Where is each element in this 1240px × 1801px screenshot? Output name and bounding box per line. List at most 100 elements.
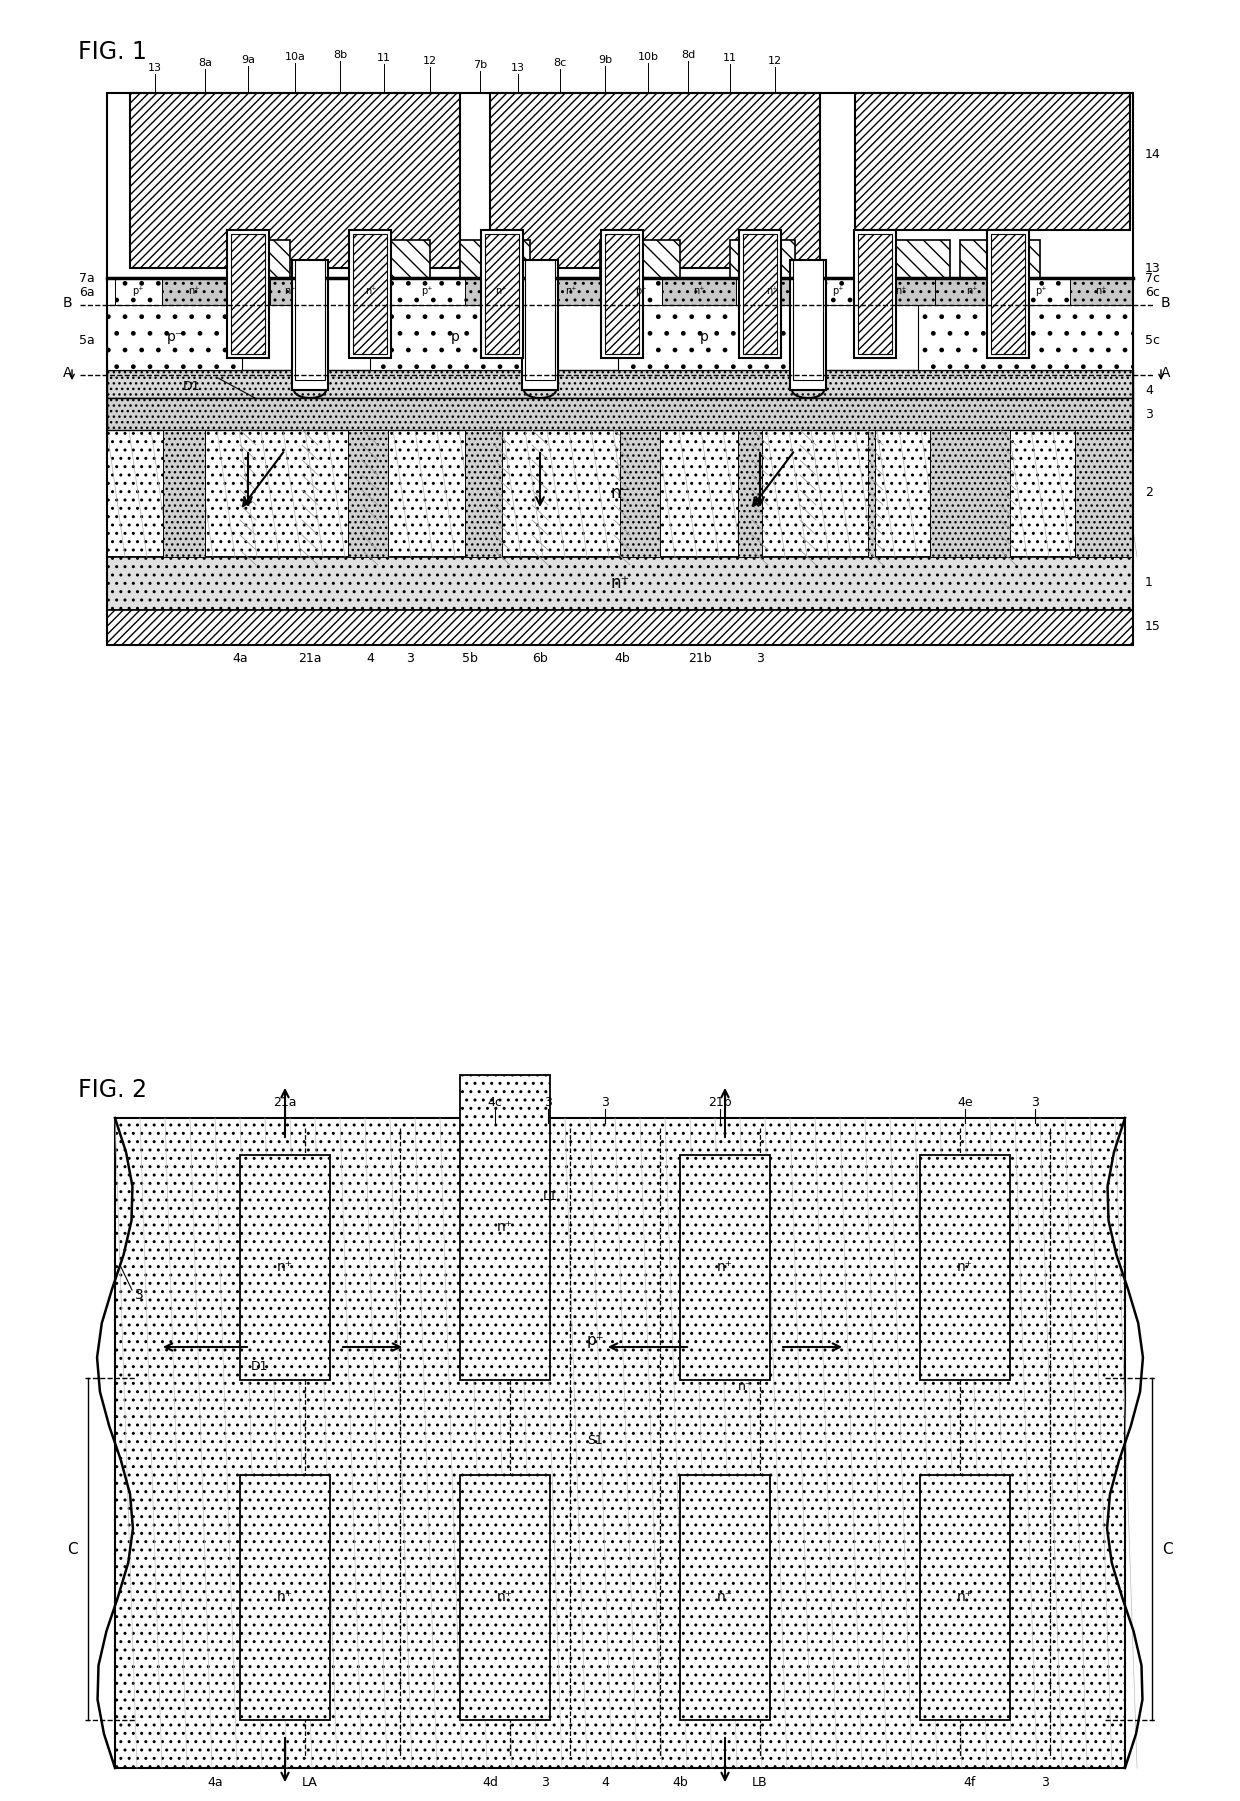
Text: 2: 2 xyxy=(1145,486,1153,499)
Bar xyxy=(620,277,662,304)
Text: FIG. 2: FIG. 2 xyxy=(78,1079,148,1102)
Bar xyxy=(115,1118,1125,1769)
Bar xyxy=(858,234,892,355)
Bar xyxy=(738,430,763,557)
Text: 4: 4 xyxy=(601,1776,609,1788)
Bar xyxy=(987,231,1029,358)
Text: 3: 3 xyxy=(405,652,414,665)
Text: 3: 3 xyxy=(601,1097,609,1109)
Bar xyxy=(350,240,430,277)
Text: B: B xyxy=(62,295,72,310)
Text: 8c: 8c xyxy=(553,58,567,68)
Bar xyxy=(270,277,310,304)
Text: 8d: 8d xyxy=(681,50,696,59)
Bar xyxy=(605,234,639,355)
Text: n⁺: n⁺ xyxy=(693,286,704,295)
Text: 15: 15 xyxy=(1145,621,1161,634)
Text: C: C xyxy=(67,1542,78,1556)
Bar xyxy=(348,430,388,557)
Text: 3: 3 xyxy=(541,1776,549,1788)
Text: p⁺: p⁺ xyxy=(133,286,144,295)
Bar xyxy=(935,277,1011,304)
Bar xyxy=(162,430,205,557)
Text: p⁻: p⁻ xyxy=(167,330,184,344)
Text: 1: 1 xyxy=(1145,576,1153,589)
Bar xyxy=(930,430,1011,557)
Text: 8a: 8a xyxy=(198,58,212,68)
Text: n⁻: n⁻ xyxy=(717,1590,733,1605)
Text: 4c: 4c xyxy=(487,1097,502,1109)
Text: 6b: 6b xyxy=(532,652,548,665)
Text: FIG. 1: FIG. 1 xyxy=(78,40,146,65)
Text: 3: 3 xyxy=(756,652,764,665)
Bar xyxy=(920,1475,1011,1720)
Text: A: A xyxy=(62,366,72,380)
Bar xyxy=(241,1154,330,1380)
Bar xyxy=(856,94,1130,231)
Text: p⁺: p⁺ xyxy=(832,286,843,295)
Bar xyxy=(107,304,242,369)
Bar xyxy=(794,259,823,380)
Bar xyxy=(460,1475,551,1720)
Bar xyxy=(920,1154,1011,1380)
Bar xyxy=(348,231,391,358)
Text: 14: 14 xyxy=(1145,148,1161,162)
Bar xyxy=(1075,430,1133,557)
Text: 3: 3 xyxy=(1042,1776,1049,1788)
Text: S1: S1 xyxy=(587,1434,603,1446)
Bar xyxy=(107,557,1133,611)
Bar xyxy=(1070,277,1133,304)
Text: 21b: 21b xyxy=(688,652,712,665)
Text: 4: 4 xyxy=(1145,384,1153,396)
Bar xyxy=(352,277,391,304)
Bar xyxy=(620,430,660,557)
Bar xyxy=(391,277,465,304)
Bar xyxy=(868,430,875,557)
Bar xyxy=(730,240,795,277)
Text: n⁻: n⁻ xyxy=(610,484,630,502)
Text: D1: D1 xyxy=(184,380,201,393)
Bar xyxy=(525,259,556,380)
Text: 4e: 4e xyxy=(957,1097,973,1109)
Bar xyxy=(291,259,329,391)
Text: 9a: 9a xyxy=(241,56,255,65)
Bar xyxy=(790,259,826,391)
Text: n⁺: n⁺ xyxy=(565,286,577,295)
Text: n⁺: n⁺ xyxy=(277,1590,293,1605)
Bar xyxy=(868,277,935,304)
Bar xyxy=(991,234,1025,355)
Bar xyxy=(618,304,790,369)
Bar xyxy=(490,94,820,268)
Bar xyxy=(485,234,520,355)
Bar xyxy=(662,277,737,304)
Text: n⁺: n⁺ xyxy=(766,286,777,295)
Text: 4b: 4b xyxy=(614,652,630,665)
Text: n⁺: n⁺ xyxy=(188,286,200,295)
Text: p⁺: p⁺ xyxy=(635,286,647,295)
Bar xyxy=(481,231,523,358)
Text: 21a: 21a xyxy=(273,1097,296,1109)
Text: A: A xyxy=(1161,366,1171,380)
Text: L1: L1 xyxy=(543,1190,558,1203)
Bar xyxy=(107,398,1133,430)
Text: LA: LA xyxy=(303,1776,317,1788)
Text: 7b: 7b xyxy=(472,59,487,70)
Text: p⁺: p⁺ xyxy=(1035,286,1047,295)
Bar xyxy=(960,240,1040,277)
Bar xyxy=(370,304,539,369)
Text: 3: 3 xyxy=(1032,1097,1039,1109)
Bar xyxy=(680,1154,770,1380)
Text: p: p xyxy=(699,330,708,344)
Text: LB: LB xyxy=(753,1776,768,1788)
Text: n⁺: n⁺ xyxy=(957,1590,973,1605)
Bar xyxy=(228,240,290,277)
Bar xyxy=(740,277,805,304)
Text: n⁻: n⁻ xyxy=(738,1381,753,1394)
Text: 5a: 5a xyxy=(79,333,95,346)
Bar xyxy=(918,304,1133,369)
Text: 10b: 10b xyxy=(637,52,658,61)
Text: 4d: 4d xyxy=(482,1776,498,1788)
Text: 6a: 6a xyxy=(79,286,95,299)
Text: 4b: 4b xyxy=(672,1776,688,1788)
Text: 4: 4 xyxy=(366,652,374,665)
